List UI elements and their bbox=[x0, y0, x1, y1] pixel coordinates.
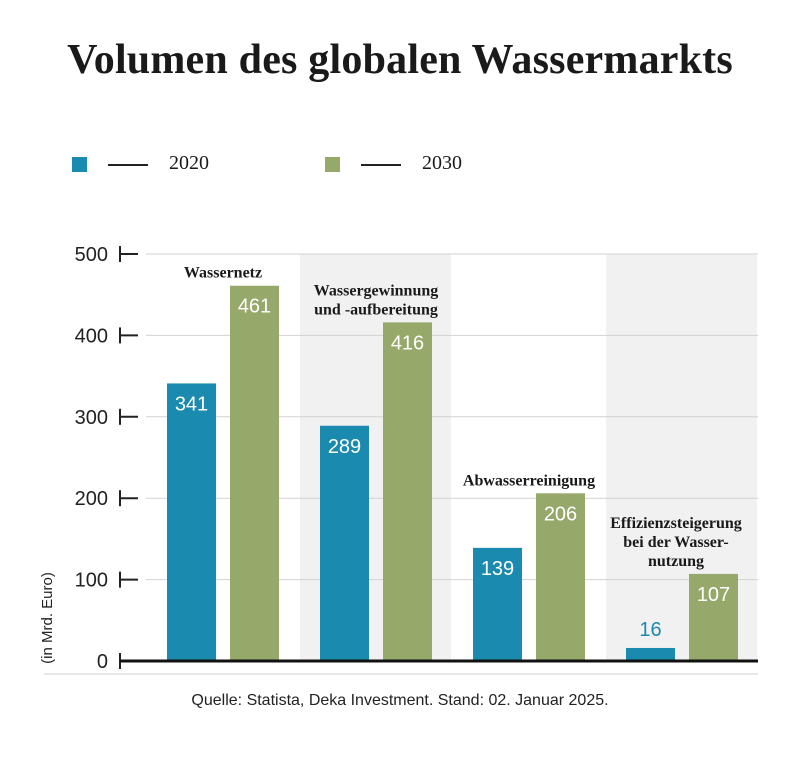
legend-swatch-2020 bbox=[72, 157, 87, 172]
legend-label-2030: 2030 bbox=[422, 152, 462, 174]
y-tick-label: 200 bbox=[75, 488, 108, 510]
data-label-2030: 107 bbox=[697, 584, 730, 606]
chart-title: Volumen des globalen Wassermarkts bbox=[67, 37, 733, 83]
bar-2020 bbox=[320, 425, 369, 661]
y-tick-label: 400 bbox=[75, 325, 108, 347]
category-label: Wassergewinnung bbox=[314, 282, 438, 299]
category-label: Wassernetz bbox=[184, 265, 262, 282]
data-label-2020: 16 bbox=[639, 619, 661, 641]
data-label-2020: 289 bbox=[328, 436, 361, 458]
category-label: nutzung bbox=[648, 553, 704, 570]
legend-line-2020 bbox=[108, 164, 148, 166]
y-tick-label: 300 bbox=[75, 407, 108, 429]
y-tick-label: 500 bbox=[75, 244, 108, 266]
y-tick-label: 100 bbox=[75, 570, 108, 592]
bar-2030 bbox=[230, 285, 279, 661]
legend-item-2020: 2020 bbox=[72, 152, 232, 178]
source-note: Quelle: Statista, Deka Investment. Stand… bbox=[191, 692, 609, 709]
category-label: bei der Wasser- bbox=[623, 534, 728, 551]
bar-2020 bbox=[473, 547, 522, 661]
category-label: Abwasserreinigung bbox=[463, 472, 595, 489]
legend-item-2030: 2030 bbox=[325, 152, 485, 178]
y-axis-label: (in Mrd. Euro) bbox=[39, 572, 56, 664]
data-label-2030: 206 bbox=[544, 503, 577, 525]
data-label-2020: 341 bbox=[175, 393, 208, 415]
legend-swatch-2030 bbox=[325, 157, 340, 172]
bar-2030 bbox=[536, 493, 585, 661]
bar-2020 bbox=[167, 383, 216, 661]
bar-2030 bbox=[383, 322, 432, 661]
legend-label-2020: 2020 bbox=[169, 152, 209, 174]
y-tick-label: 0 bbox=[97, 651, 108, 673]
data-label-2030: 416 bbox=[391, 332, 424, 354]
bar-2020 bbox=[626, 647, 675, 661]
data-label-2020: 139 bbox=[481, 558, 514, 580]
category-label: und -aufbereitung bbox=[314, 301, 438, 318]
category-label: Effizienzsteigerung bbox=[610, 515, 742, 532]
bar-2030 bbox=[689, 573, 738, 661]
data-label-2030: 461 bbox=[238, 296, 271, 318]
legend-line-2030 bbox=[361, 164, 401, 166]
